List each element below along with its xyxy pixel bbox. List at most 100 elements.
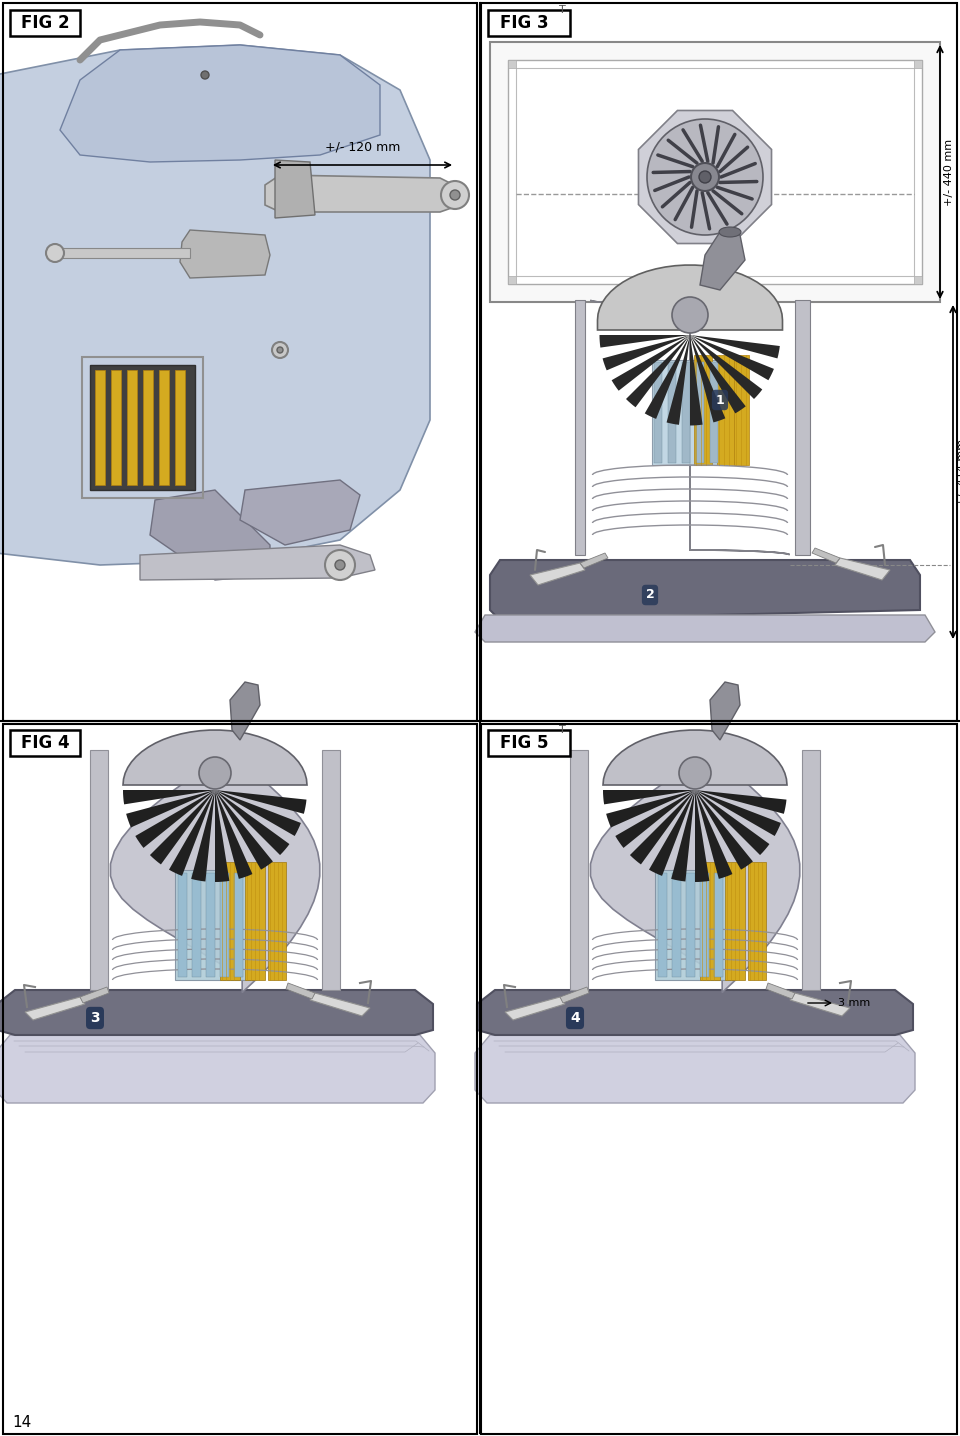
Polygon shape xyxy=(835,559,890,580)
Polygon shape xyxy=(310,994,370,1017)
Wedge shape xyxy=(215,790,252,879)
Circle shape xyxy=(679,757,711,788)
Bar xyxy=(111,370,121,485)
Polygon shape xyxy=(25,997,85,1020)
Polygon shape xyxy=(0,45,430,564)
Bar xyxy=(508,60,516,67)
Bar xyxy=(234,873,243,976)
Polygon shape xyxy=(477,989,913,1035)
Bar xyxy=(95,370,105,485)
Text: T: T xyxy=(559,4,565,14)
Polygon shape xyxy=(275,159,315,218)
Wedge shape xyxy=(645,335,690,419)
Bar xyxy=(127,370,137,485)
Text: 3: 3 xyxy=(90,1011,100,1025)
Bar xyxy=(516,67,914,276)
Text: T: T xyxy=(559,725,565,735)
Wedge shape xyxy=(695,790,786,814)
Wedge shape xyxy=(215,790,300,836)
Polygon shape xyxy=(812,549,840,563)
Polygon shape xyxy=(286,984,315,999)
Bar xyxy=(654,362,662,462)
Wedge shape xyxy=(649,790,695,876)
Polygon shape xyxy=(80,987,109,1002)
Wedge shape xyxy=(690,335,774,381)
Circle shape xyxy=(199,757,231,788)
Bar xyxy=(488,729,570,755)
Wedge shape xyxy=(695,790,732,879)
Bar xyxy=(686,873,695,976)
Bar xyxy=(696,362,704,462)
Circle shape xyxy=(325,550,355,580)
Bar xyxy=(658,873,667,976)
Bar xyxy=(481,3,957,721)
Bar xyxy=(159,370,169,485)
Polygon shape xyxy=(180,230,270,279)
Text: FIG 2: FIG 2 xyxy=(21,14,69,32)
Bar xyxy=(652,360,727,465)
Bar xyxy=(748,862,766,979)
Polygon shape xyxy=(766,984,795,999)
Bar xyxy=(508,276,516,284)
Bar xyxy=(178,873,187,976)
Bar xyxy=(700,862,720,979)
Polygon shape xyxy=(795,300,810,554)
Text: 3 mm: 3 mm xyxy=(838,998,871,1008)
Polygon shape xyxy=(790,994,850,1017)
Text: FIG 3: FIG 3 xyxy=(500,14,548,32)
Wedge shape xyxy=(150,790,215,864)
Wedge shape xyxy=(626,335,690,408)
Polygon shape xyxy=(603,729,787,785)
Circle shape xyxy=(647,119,763,236)
Bar xyxy=(220,873,229,976)
Text: FIG 5: FIG 5 xyxy=(500,734,548,752)
Polygon shape xyxy=(60,45,380,162)
Polygon shape xyxy=(240,480,360,546)
Text: 2: 2 xyxy=(646,589,655,602)
Text: +/- 120 mm: +/- 120 mm xyxy=(325,139,400,154)
Bar xyxy=(714,873,723,976)
Bar xyxy=(90,365,195,490)
Bar xyxy=(802,750,820,989)
Wedge shape xyxy=(612,335,690,391)
Circle shape xyxy=(272,342,288,358)
Polygon shape xyxy=(150,490,270,580)
Bar xyxy=(10,729,80,755)
Wedge shape xyxy=(695,790,780,836)
Polygon shape xyxy=(560,987,589,1002)
Bar xyxy=(192,873,201,976)
Wedge shape xyxy=(215,790,229,882)
Polygon shape xyxy=(597,266,782,330)
Wedge shape xyxy=(666,335,690,425)
Wedge shape xyxy=(690,335,703,425)
Wedge shape xyxy=(135,790,215,847)
Bar xyxy=(175,870,255,979)
Bar xyxy=(50,248,190,258)
Wedge shape xyxy=(603,790,695,804)
Bar xyxy=(914,60,922,67)
Text: +/- 440 mm: +/- 440 mm xyxy=(944,138,954,205)
Wedge shape xyxy=(215,790,289,854)
Bar xyxy=(322,750,340,989)
Polygon shape xyxy=(530,563,585,584)
Bar xyxy=(672,873,681,976)
Bar xyxy=(481,724,957,1435)
Bar xyxy=(3,724,477,1435)
Bar xyxy=(488,10,570,36)
Bar xyxy=(82,358,203,498)
Circle shape xyxy=(699,171,711,182)
Circle shape xyxy=(691,164,719,191)
Bar xyxy=(206,873,215,976)
Bar xyxy=(710,362,718,462)
Bar xyxy=(655,870,735,979)
Bar xyxy=(3,3,477,721)
Circle shape xyxy=(450,190,460,200)
Wedge shape xyxy=(215,790,273,870)
Text: 4: 4 xyxy=(570,1011,580,1025)
Bar xyxy=(914,276,922,284)
Bar xyxy=(694,355,712,465)
Wedge shape xyxy=(695,790,709,882)
Circle shape xyxy=(277,348,283,353)
Polygon shape xyxy=(710,682,740,740)
Bar xyxy=(725,862,745,979)
